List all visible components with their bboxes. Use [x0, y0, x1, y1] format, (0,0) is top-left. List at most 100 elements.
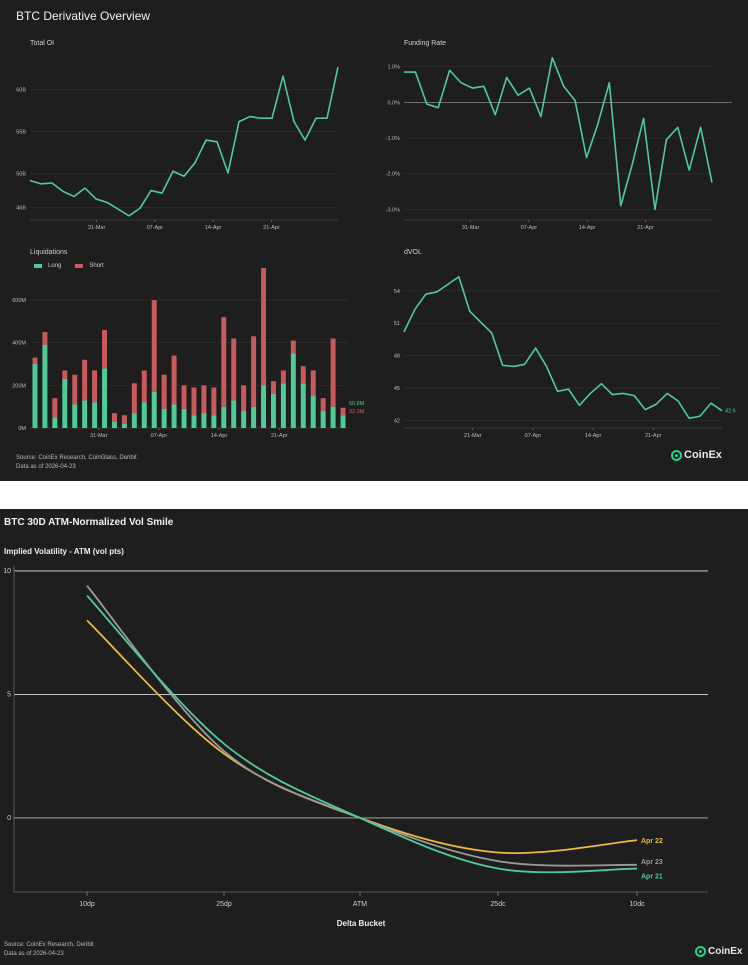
- dvol-xtick: 21-Apr: [645, 433, 662, 439]
- total_oi-series-line: [29, 66, 339, 217]
- smile-series-label: Apr 22: [641, 838, 663, 845]
- dashboard-source: Source: CoinEx Research, CoinGlass, Deri…: [16, 454, 137, 472]
- smile-series-apr-23: [86, 585, 638, 867]
- liquidation-long-bar: [82, 400, 88, 428]
- legend-long-label: Long: [48, 263, 62, 269]
- liquidation-short-bar: [161, 374, 167, 409]
- coinex-logo-bottom: CoinEx: [695, 946, 742, 957]
- liquidation-long-bar: [201, 413, 207, 428]
- liquidation-short-bar: [151, 300, 157, 392]
- liquidation-short-bar: [320, 398, 326, 411]
- liquidation-long-bar: [151, 391, 157, 428]
- liquidation-long-bar: [231, 400, 237, 428]
- smile-xtick: 25dp: [216, 901, 232, 908]
- liquidation-long-bar: [62, 378, 68, 428]
- smile-ytick: 10: [3, 568, 11, 575]
- liquidation-short-bar: [330, 338, 336, 407]
- dashboard-source-text: Source: CoinEx Research, CoinGlass, Deri…: [16, 455, 137, 461]
- smile-date: Data as of 2026-04-23: [4, 951, 64, 957]
- liquidations-title: Liquidations: [30, 249, 68, 256]
- liquidation-short-bar: [62, 370, 68, 379]
- smile-ytick: 5: [7, 691, 11, 698]
- liquidation-short-bar: [211, 387, 217, 416]
- smile-series-label: Apr 21: [641, 874, 663, 881]
- total_oi-ytick: 55B: [16, 130, 26, 136]
- liquidation-long-bar: [280, 383, 286, 428]
- liquidations-xtick: 21-Apr: [271, 433, 288, 439]
- smile-xtick: 10dp: [79, 901, 95, 908]
- funding_rate-ytick: 1.0%: [387, 65, 400, 71]
- liquidation-long-bar: [191, 415, 197, 428]
- liquidation-long-bar: [270, 393, 276, 428]
- liquidation-long-bar: [111, 421, 117, 428]
- liquidation-short-bar: [201, 385, 207, 414]
- funding_rate-ytick: 0.0%: [387, 100, 400, 106]
- liquidation-short-bar: [72, 374, 78, 405]
- dashboard-title: BTC Derivative Overview: [16, 9, 151, 23]
- dvol-xtick: 21-Mar: [464, 433, 482, 439]
- liquidation-long-bar: [330, 406, 336, 428]
- liquidation-long-bar: [92, 402, 98, 428]
- dashboard-date: Data as of 2026-04-23: [16, 464, 76, 470]
- liquidations-ytick: 600M: [12, 298, 26, 304]
- funding_rate-ytick: -1.0%: [386, 136, 400, 142]
- liquidation-long-bar: [310, 396, 316, 428]
- liquidation-long-bar: [161, 408, 167, 428]
- liquidation-long-bar: [251, 406, 257, 428]
- dvol-ytick: 42: [394, 418, 400, 424]
- liquidations-ytick: 200M: [12, 383, 26, 389]
- legend-long: Long: [34, 263, 61, 269]
- coinex-logo-bottom-icon: [695, 946, 706, 957]
- liquidation-short-bar: [280, 370, 286, 384]
- total_oi-ytick: 50B: [16, 172, 26, 178]
- funding-rate-title: Funding Rate: [404, 40, 447, 47]
- total-oi-title: Total OI: [30, 40, 55, 47]
- liquidation-short-bar: [42, 332, 48, 345]
- legend-short: Short: [75, 263, 104, 269]
- derivative-overview-panel: BTC Derivative Overview Total OI 46B 50B 5…: [0, 0, 748, 481]
- smile-series-apr-21: [86, 595, 638, 874]
- liquidation-long-bar: [320, 410, 326, 428]
- liquidation-short-bar: [121, 415, 127, 424]
- liquidation-long-bar: [261, 385, 267, 428]
- liquidation-short-bar: [141, 370, 147, 403]
- funding_rate-xtick: 21-Apr: [637, 225, 654, 231]
- funding_rate-xtick: 31-Mar: [462, 225, 480, 231]
- coinex-logo-bottom-text: CoinEx: [708, 946, 743, 957]
- liquidation-long-bar: [131, 413, 137, 428]
- liquidation-long-bar: [300, 383, 306, 428]
- total_oi-ytick: 60B: [16, 88, 26, 94]
- liquidation-short-bar: [171, 355, 177, 405]
- liquidations-chart: 0M 200M 400M 600M 31-Mar 07-Apr 14-Apr 21-Apr 60…: [12, 268, 365, 439]
- total-oi-chart: 46B 50B 55B 60B 31-Mar 07-Apr 14-Apr 21-Apr: [16, 66, 339, 231]
- funding_rate-xtick: 14-Apr: [579, 225, 596, 231]
- liquidation-short-bar: [251, 336, 257, 407]
- smile-source-text: Source: CoinEx Research, Deribit: [4, 942, 94, 948]
- liquidations-ytick: 400M: [12, 341, 26, 347]
- smile-xlabel: Delta Bucket: [337, 919, 386, 928]
- total_oi-xtick: 07-Apr: [147, 225, 164, 231]
- liquidation-long-bar: [141, 402, 147, 428]
- smile-xtick: 25dc: [490, 901, 506, 908]
- liquidation-short-bar: [221, 317, 227, 407]
- dvol-ytick: 45: [394, 386, 400, 392]
- liquidation-long-bar: [340, 415, 346, 428]
- liquidation-long-bar: [121, 423, 127, 428]
- liquidation-short-bar: [270, 381, 276, 394]
- liquidations-xtick: 07-Apr: [151, 433, 168, 439]
- dvol-ytick: 51: [394, 321, 400, 327]
- liquidation-short-bar: [131, 383, 137, 414]
- dvol-xtick: 14-Apr: [585, 433, 602, 439]
- liquidation-short-bar: [32, 357, 38, 365]
- total_oi-xtick: 31-Mar: [88, 225, 106, 231]
- liquidations-xtick: 14-Apr: [211, 433, 228, 439]
- dvol-chart: 42 45 48 51 54 21-Mar 07-Apr 14-Apr 21-Apr 42.6: [394, 276, 736, 439]
- dvol-title: dVOL: [404, 249, 422, 256]
- liquidation-long-bar: [52, 417, 58, 428]
- liquidation-short-bar: [261, 268, 267, 386]
- funding-rate-chart: 1.0% 0.0% -1.0% -2.0% -3.0% 31-Mar 07-Apr 14-Ap…: [386, 56, 732, 231]
- liquidation-long-bar: [171, 404, 177, 428]
- liquidation-short-bar: [92, 370, 98, 403]
- smile-xtick: 10dc: [629, 901, 645, 908]
- dvol-series-line: [403, 276, 723, 420]
